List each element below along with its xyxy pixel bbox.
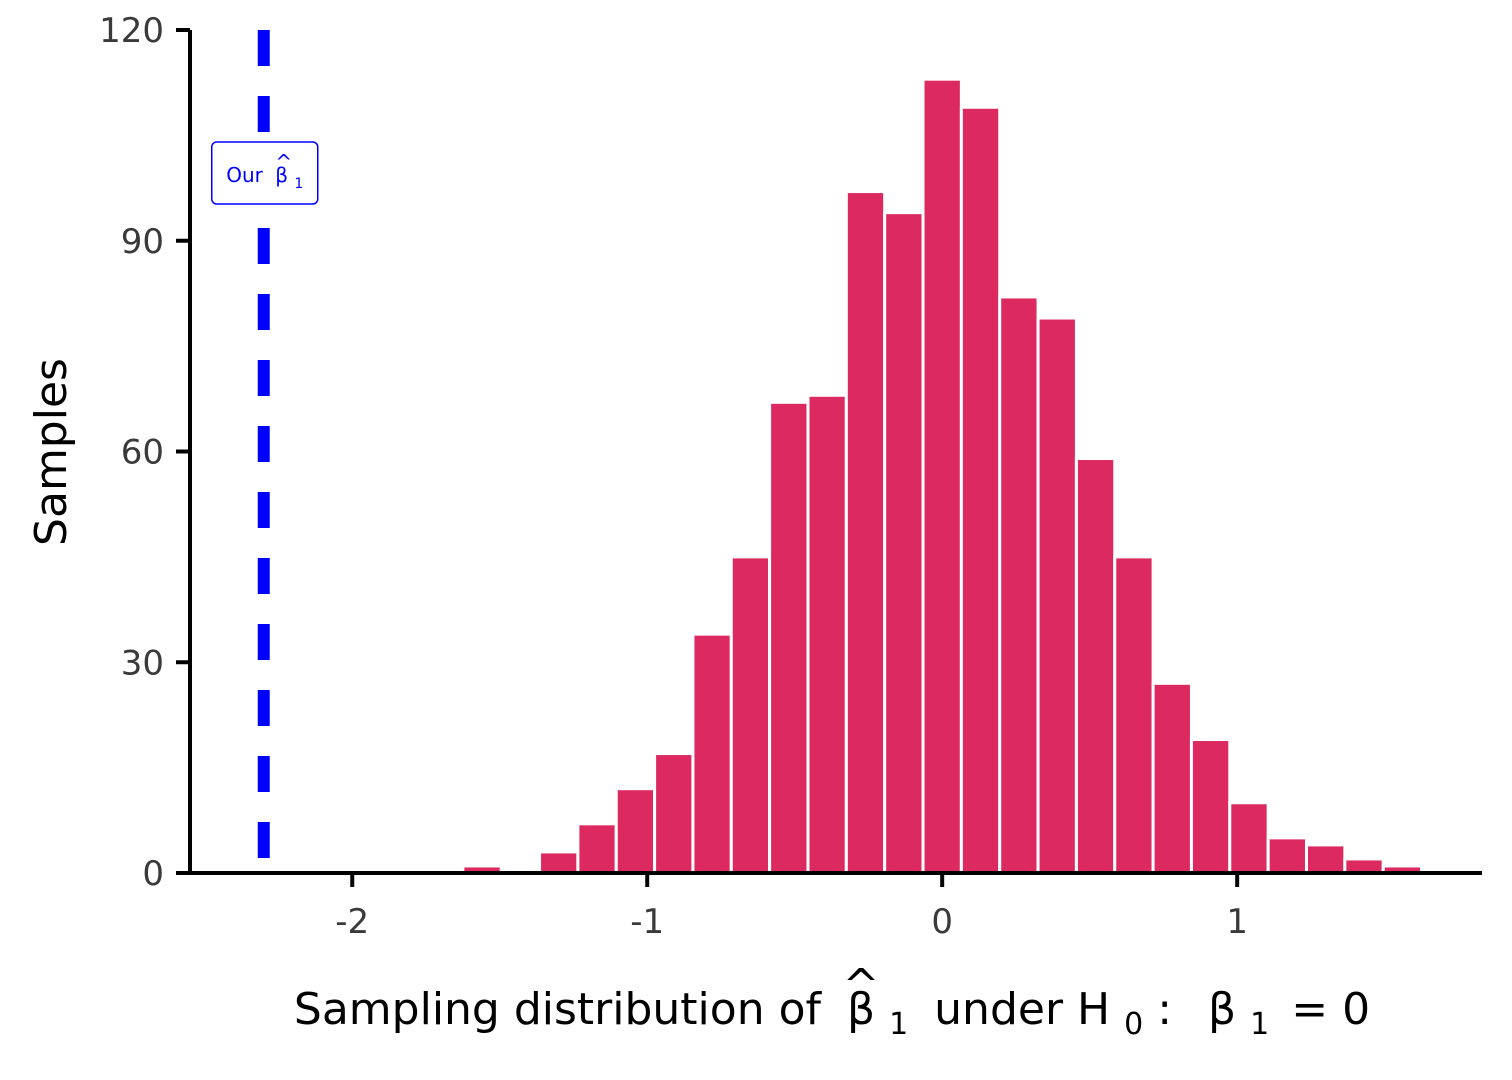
histogram-bar	[844, 190, 887, 875]
x-title-middle: under H	[934, 984, 1110, 1035]
y-tick-label: 120	[99, 11, 164, 51]
y-tick-label: 0	[142, 854, 164, 894]
histogram-bar	[921, 77, 963, 875]
y-axis-title: Samples	[26, 358, 77, 546]
histogram-bar	[1113, 555, 1155, 875]
x-title-param: β	[1208, 984, 1236, 1035]
x-title-colon: :	[1157, 984, 1172, 1035]
x-title-equals: = 0	[1291, 984, 1370, 1035]
y-tick-label: 90	[121, 222, 164, 262]
histogram-bar	[768, 400, 810, 875]
histogram-bar	[806, 393, 848, 875]
reference-label-subscript: 1	[294, 176, 303, 192]
histogram-bar	[1189, 738, 1232, 875]
histogram-bar	[883, 211, 925, 875]
reference-label-text: Our β 1	[226, 163, 303, 192]
histogram-bar	[1074, 457, 1117, 875]
x-title-param-subscript: 1	[1250, 1007, 1269, 1042]
x-title-h-subscript: 0	[1124, 1007, 1143, 1042]
x-title-beta: β	[847, 984, 875, 1035]
x-tick-label: -2	[335, 902, 369, 942]
y-axis-ticks: 0 30 60 90 120	[99, 11, 190, 894]
x-title-beta-subscript: 1	[889, 1007, 908, 1042]
histogram-bar	[1343, 857, 1385, 875]
histogram-bars	[461, 77, 1424, 875]
reference-label-box	[210, 141, 319, 205]
histogram-bar	[998, 295, 1040, 875]
x-title-hat: ^	[843, 960, 880, 1011]
reference-line-label: Our β 1 ^	[210, 141, 319, 205]
histogram-bar	[1228, 801, 1270, 875]
x-tick-label: 1	[1226, 902, 1248, 942]
histogram-bar	[1266, 836, 1308, 875]
reference-label-word: Our	[226, 163, 263, 187]
histogram-bar	[614, 787, 657, 875]
histogram-bar	[1151, 681, 1193, 875]
x-title-prefix: Sampling distribution of	[294, 984, 823, 1035]
y-tick-label: 30	[121, 643, 164, 683]
y-tick-label: 60	[121, 433, 164, 473]
histogram-bar	[1304, 843, 1347, 875]
x-axis-title: Sampling distribution of β 1 under H 0 :…	[294, 984, 1370, 1045]
reference-label-beta: β	[275, 163, 288, 187]
histogram-bar	[729, 555, 772, 875]
histogram-bar	[1036, 316, 1078, 875]
x-tick-label: -1	[630, 902, 664, 942]
histogram-bar	[653, 752, 695, 875]
histogram-bar	[576, 822, 618, 875]
reference-label-hat: ^	[275, 150, 292, 174]
x-axis-ticks: -2 -1 0 1	[335, 873, 1248, 942]
histogram-bar	[691, 632, 733, 875]
histogram-bar	[959, 105, 1002, 875]
histogram-bar	[538, 850, 580, 875]
x-tick-label: 0	[931, 902, 953, 942]
